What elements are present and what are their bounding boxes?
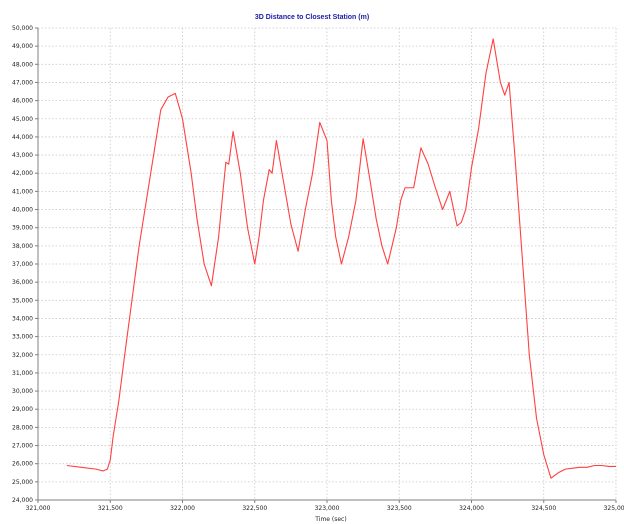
y-tick-label: 24,000 [12, 497, 33, 504]
x-tick-labels: 321,000 321,500 322,000 322,500 323,000 323,5… [26, 505, 624, 512]
y-tick-label: 28,000 [12, 424, 33, 431]
y-tick-label: 30,000 [12, 388, 33, 395]
y-tick-label: 42,000 [12, 170, 33, 177]
y-tick-label: 36,000 [12, 279, 33, 286]
x-tick-label: 324,000 [459, 505, 484, 512]
axes [35, 27, 617, 503]
y-tick-label: 49,000 [12, 43, 33, 50]
x-tick-label: 325,000 [604, 505, 624, 512]
y-tick-label: 32,000 [12, 352, 33, 359]
x-tick-label: 321,500 [98, 505, 123, 512]
grid [37, 27, 617, 501]
x-tick-label: 322,500 [242, 505, 267, 512]
series-line [66, 38, 616, 479]
y-tick-label: 26,000 [12, 461, 33, 468]
y-tick-label: 37,000 [12, 261, 33, 268]
y-tick-label: 43,000 [12, 152, 33, 159]
series-layer [66, 38, 616, 479]
y-tick-label: 48,000 [12, 61, 33, 68]
x-tick-label: 321,000 [26, 505, 51, 512]
x-tick-label: 323,000 [315, 505, 340, 512]
y-tick-label: 40,000 [12, 207, 33, 214]
y-tick-label: 45,000 [12, 116, 33, 123]
y-tick-label: 47,000 [12, 79, 33, 86]
y-tick-label: 33,000 [12, 334, 33, 341]
y-tick-label: 44,000 [12, 134, 33, 141]
y-tick-label: 31,000 [12, 370, 33, 377]
y-tick-label: 39,000 [12, 225, 33, 232]
y-tick-labels: 24,000 25,000 26,000 27,000 28,000 29,000 30,0… [12, 25, 33, 504]
y-tick-label: 46,000 [12, 98, 33, 105]
x-axis-label: Time (sec) [314, 516, 346, 523]
x-tick-label: 322,000 [170, 505, 195, 512]
y-tick-label: 35,000 [12, 297, 33, 304]
y-tick-label: 50,000 [12, 25, 33, 32]
x-tick-label: 324,500 [531, 505, 556, 512]
y-tick-label: 34,000 [12, 315, 33, 322]
x-tick-label: 323,500 [387, 505, 412, 512]
chart-title: 3D Distance to Closest Station (m) [255, 14, 369, 21]
y-tick-label: 25,000 [12, 479, 33, 486]
y-tick-label: 29,000 [12, 406, 33, 413]
y-tick-label: 38,000 [12, 243, 33, 250]
y-tick-label: 41,000 [12, 188, 33, 195]
y-tick-label: 27,000 [12, 443, 33, 450]
